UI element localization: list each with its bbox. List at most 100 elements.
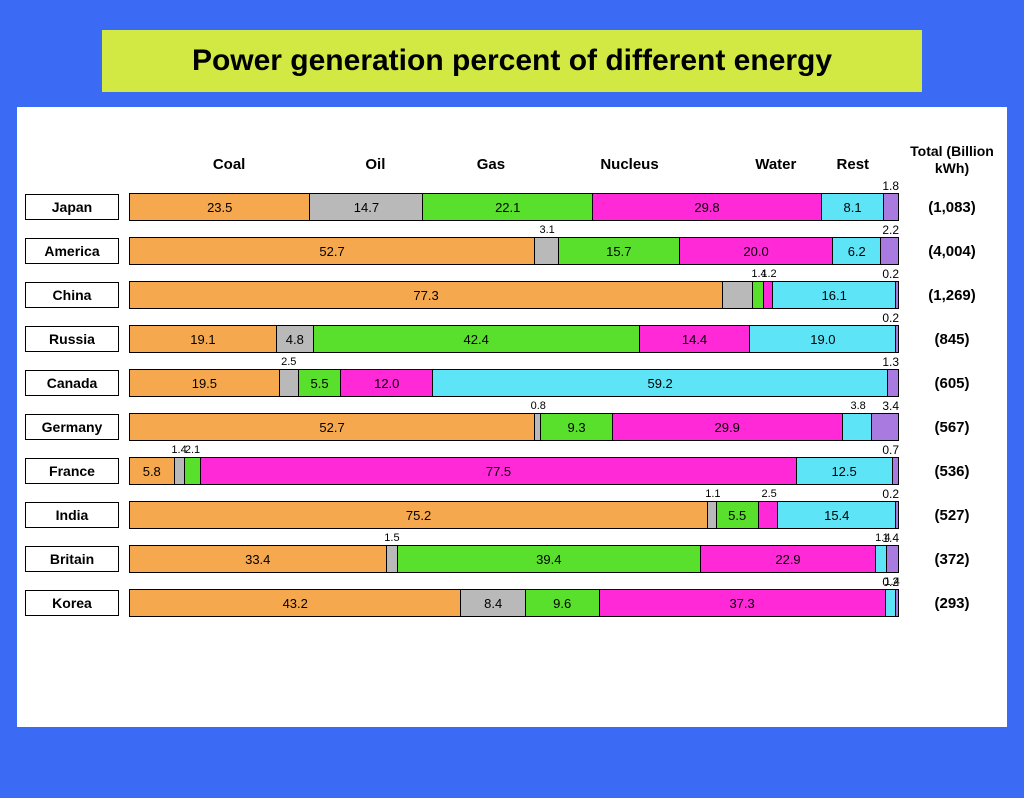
total-value: (1,269) (905, 287, 999, 304)
segment-coal: 33.4 (130, 546, 387, 572)
segment-oil: 4.8 (277, 326, 314, 352)
segment-oil (535, 238, 559, 264)
country-label: Canada (25, 370, 119, 396)
segment-gas: 5.5 (717, 502, 759, 528)
category-header-oil: Oil (365, 156, 385, 173)
category-header-rest: Rest (837, 156, 870, 173)
total-value: (567) (905, 419, 999, 436)
segment-coal: 5.8 (130, 458, 175, 484)
segment-oil (175, 458, 186, 484)
bar-track: 33.4 39.422.9 (129, 545, 899, 573)
page-title: Power generation percent of different en… (102, 30, 922, 92)
segment-water: 19.0 (750, 326, 896, 352)
total-header: Total (Billion kWh) (905, 143, 999, 177)
callout-rest: 1.8 (882, 179, 899, 193)
callout-rest: 1.4 (882, 531, 899, 545)
segment-oil (280, 370, 299, 396)
callout-water: 3.8 (850, 400, 865, 412)
bar-track: 52.715.720.06.2 (129, 237, 899, 265)
segment-nucleus: 29.9 (613, 414, 843, 440)
total-value: (372) (905, 551, 999, 568)
segment-coal: 77.3 (130, 282, 723, 308)
segment-water: 15.4 (778, 502, 896, 528)
segment-nucleus: 14.4 (640, 326, 751, 352)
segment-rest (893, 458, 898, 484)
bar-track: 5.877.512.5 (129, 457, 899, 485)
segment-rest (887, 546, 898, 572)
callout-gas: 2.1 (185, 444, 200, 456)
bar-track: 77.316.1 (129, 281, 899, 309)
segment-rest (896, 326, 898, 352)
segment-coal: 52.7 (130, 414, 535, 440)
segment-gas: 9.6 (526, 590, 600, 616)
callout-rest: 2.2 (882, 223, 899, 237)
segment-oil (708, 502, 716, 528)
callout-nucleus: 1.2 (761, 268, 776, 280)
segment-coal: 19.1 (130, 326, 277, 352)
segment-gas: 9.3 (541, 414, 612, 440)
segment-rest (884, 194, 898, 220)
total-value: (536) (905, 463, 999, 480)
bar-track: 19.55.512.059.2 (129, 369, 899, 397)
segment-nucleus: 20.0 (680, 238, 834, 264)
segment-nucleus: 22.9 (701, 546, 877, 572)
segment-rest (896, 502, 898, 528)
callout-oil: 0.8 (531, 400, 546, 412)
segment-rest (896, 590, 898, 616)
total-value: (1,083) (905, 199, 999, 216)
segment-gas: 39.4 (398, 546, 701, 572)
segment-water (843, 414, 872, 440)
callout-rest: 0.2 (882, 267, 899, 281)
segment-oil (387, 546, 399, 572)
segment-nucleus (764, 282, 773, 308)
chart-panel: CoalOilGasNucleusWaterRest Total (Billio… (17, 107, 1007, 727)
segment-gas: 22.1 (423, 194, 593, 220)
segment-nucleus: 29.8 (593, 194, 822, 220)
segment-gas: 15.7 (559, 238, 680, 264)
country-label: France (25, 458, 119, 484)
country-label: China (25, 282, 119, 308)
country-label: America (25, 238, 119, 264)
country-label: India (25, 502, 119, 528)
total-value: (4,004) (905, 243, 999, 260)
segment-gas: 42.4 (314, 326, 640, 352)
category-header-gas: Gas (477, 156, 505, 173)
row-japan: Japan1.823.514.722.129.88.1(1,083) (25, 193, 999, 221)
segment-water: 59.2 (433, 370, 888, 396)
bar-track: 43.28.49.637.3 (129, 589, 899, 617)
segment-rest (881, 238, 898, 264)
segment-coal: 43.2 (130, 590, 461, 616)
segment-water (886, 590, 897, 616)
callout-rest: 0.7 (882, 443, 899, 457)
segment-rest (872, 414, 898, 440)
country-label: Britain (25, 546, 119, 572)
callout-oil: 2.5 (281, 356, 296, 368)
total-value: (293) (905, 595, 999, 612)
country-label: Korea (25, 590, 119, 616)
row-china: China1.41.20.277.316.1(1,269) (25, 281, 999, 309)
bar-track: 75.2 5.5 15.4 (129, 501, 899, 529)
total-value: (527) (905, 507, 999, 524)
segment-coal: 52.7 (130, 238, 535, 264)
segment-nucleus (759, 502, 778, 528)
callout-oil: 1.5 (384, 532, 399, 544)
callout-rest: 0.2 (882, 311, 899, 325)
category-header-coal: Coal (213, 156, 246, 173)
callout-oil: 3.1 (539, 224, 554, 236)
segment-nucleus: 37.3 (600, 590, 886, 616)
bar-track: 23.514.722.129.88.1 (129, 193, 899, 221)
total-value: (605) (905, 375, 999, 392)
segment-coal: 23.5 (130, 194, 310, 220)
row-france: France1.42.10.75.877.512.5(536) (25, 457, 999, 485)
segment-coal: 75.2 (130, 502, 708, 528)
row-india: India1.12.50.275.25.515.4(527) (25, 501, 999, 529)
row-korea: Korea1.40.243.28.49.637.3(293) (25, 589, 999, 617)
segment-coal: 19.5 (130, 370, 280, 396)
callout-nucleus: 2.5 (761, 488, 776, 500)
country-label: Japan (25, 194, 119, 220)
callout-oil: 1.1 (705, 488, 720, 500)
segment-rest (896, 282, 898, 308)
total-value: (845) (905, 331, 999, 348)
callout-rest: 0.2 (882, 575, 899, 589)
country-label: Germany (25, 414, 119, 440)
